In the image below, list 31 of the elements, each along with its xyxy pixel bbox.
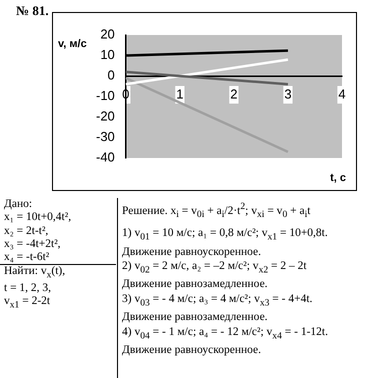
text: Движение равноускоренное.: [122, 246, 262, 259]
text: x₁ = 10t+0,4t²,: [4, 211, 72, 225]
y-tick-label: -20: [96, 108, 115, 124]
text: v$_{x1}$ = 2-2t: [4, 295, 52, 312]
text: Решение. x$_{i}$ = v$_{0i}$ + a$_{i}$/2·t$^{2}$; v$_{xi}$ = v$_{0}$ + a$_{i}$t: [122, 201, 310, 220]
y-tick-label: -30: [96, 129, 115, 144]
x-tick-label: 2: [230, 86, 238, 102]
text: x₂ = 2t-t²,: [4, 224, 50, 238]
x-axis-title: t, с: [330, 172, 346, 184]
text: Дано:: [4, 198, 34, 212]
text: 1) v$_{01}$ = 10 м/с; a₁ = 0,8 м/с²; v$_{x1}$ = 10+0,8t.: [122, 227, 329, 244]
y-tick-label: 0: [108, 68, 115, 83]
x-tick-label: 3: [284, 86, 292, 102]
text: x₃ = -4t+2t²,: [4, 238, 62, 252]
y-tick-label: 10: [100, 47, 115, 62]
y-tick-label: -40: [96, 150, 115, 165]
chart-title: № 81.: [16, 3, 49, 19]
text: 3) v$_{03}$ = - 4 м/с; a₃ = 4 м/с²; v$_{x3}$ = - 4+4t.: [122, 293, 314, 310]
y-tick-label: -10: [96, 88, 115, 104]
text: Движение равнозамедленное.: [122, 311, 269, 325]
text: 4) v$_{04}$ = - 1 м/с; a₄ = - 12 м/с²; v$_{x4}$ = - 1-12t.: [122, 326, 329, 343]
y-tick-label: 20: [100, 26, 115, 42]
text: t = 1, 2, 3,: [4, 282, 52, 296]
x-tick-label: 4: [338, 86, 346, 102]
text: Найти: v$_{x}$(t),: [4, 265, 66, 282]
text: Движение равноускоренное.: [122, 344, 262, 358]
x-tick-label: 1: [176, 86, 184, 102]
text: x₄ = -t-6t²: [0, 251, 116, 266]
y-axis-title: v, м/с: [58, 38, 87, 50]
text: 2) v$_{02}$ = 2 м/с, a₂ = –2 м/с²; v$_{x2}$ = 2 – 2t: [122, 260, 308, 277]
text: Движение равнозамедленное.: [122, 278, 269, 292]
